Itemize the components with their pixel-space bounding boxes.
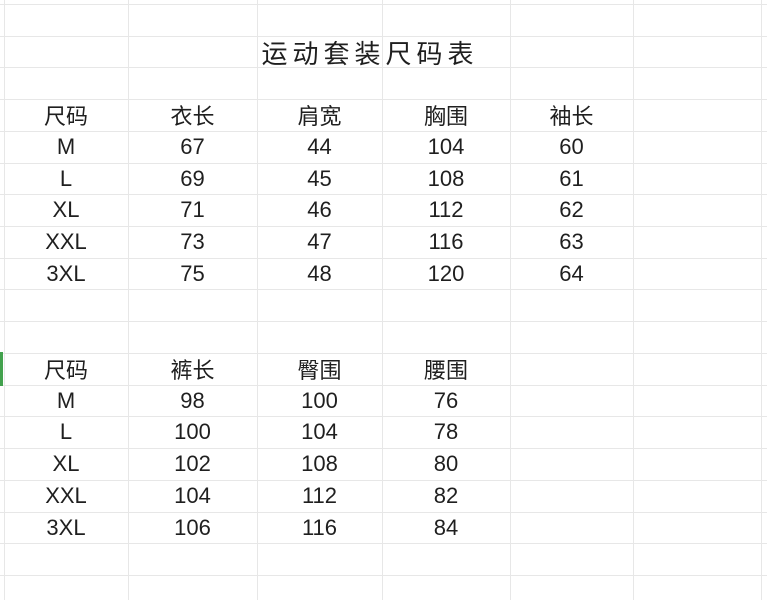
top-garment-sizes-data-cell[interactable]: 71	[180, 197, 205, 222]
pants-sizes-header-cell[interactable]: 臀围	[297, 358, 342, 383]
pants-sizes-header-cell[interactable]: 尺码	[43, 358, 88, 383]
pants-sizes-data-cell[interactable]: L	[59, 419, 73, 444]
pants-sizes-data-cell[interactable]: 116	[301, 515, 338, 540]
gridline-vertical	[382, 0, 383, 600]
top-garment-sizes-data-cell[interactable]: 67	[180, 134, 205, 159]
top-garment-sizes-data-cell[interactable]: 116	[428, 229, 464, 254]
top-garment-sizes-data-cell[interactable]: 62	[559, 197, 584, 222]
top-garment-sizes-data-cell[interactable]: 63	[559, 229, 584, 254]
top-garment-sizes-data-cell[interactable]: M	[56, 134, 76, 159]
top-garment-sizes-header-cell[interactable]: 胸围	[423, 104, 468, 129]
gridline-horizontal	[0, 480, 767, 481]
gridline-horizontal	[0, 512, 767, 513]
top-garment-sizes-data-cell[interactable]: 73	[180, 229, 205, 254]
gridline-horizontal	[0, 543, 767, 544]
gridline-horizontal	[0, 194, 767, 195]
pants-sizes-data-cell[interactable]: 98	[180, 388, 205, 413]
top-garment-sizes-data-cell[interactable]: 69	[180, 166, 205, 191]
gridline-horizontal	[0, 575, 767, 576]
pants-sizes-header-cell[interactable]: 裤长	[170, 358, 215, 383]
gridline-horizontal	[0, 258, 767, 259]
gridline-horizontal	[0, 448, 767, 449]
gridline-vertical	[761, 0, 762, 600]
top-garment-sizes-data-cell[interactable]: 112	[428, 197, 464, 222]
pants-sizes-header-cell[interactable]: 腰围	[423, 358, 468, 383]
pants-sizes-data-cell[interactable]: XXL	[45, 483, 87, 508]
top-garment-sizes-header-cell[interactable]: 衣长	[170, 104, 215, 129]
gridline-horizontal	[0, 385, 767, 386]
top-garment-sizes-header-cell[interactable]: 尺码	[43, 104, 88, 129]
pants-sizes-data-cell[interactable]: 100	[174, 419, 211, 444]
pants-sizes-data-cell[interactable]: 102	[174, 451, 211, 476]
gridline-horizontal	[0, 163, 767, 164]
pants-sizes-data-cell[interactable]: 106	[174, 515, 211, 540]
pants-sizes-data-cell[interactable]: XL	[52, 451, 80, 476]
pants-sizes-data-cell[interactable]: 108	[301, 451, 338, 476]
gridline-horizontal	[0, 416, 767, 417]
pants-sizes-data-cell[interactable]: 78	[433, 419, 459, 444]
pants-sizes-data-cell[interactable]: 112	[301, 483, 338, 508]
gridline-horizontal	[0, 321, 767, 322]
gridline-vertical	[633, 0, 634, 600]
top-garment-sizes-header-cell[interactable]: 袖长	[549, 104, 594, 129]
top-garment-sizes-data-cell[interactable]: 108	[427, 166, 465, 191]
gridline-horizontal	[0, 289, 767, 290]
gridline-horizontal	[0, 67, 767, 68]
pants-sizes-data-cell[interactable]: 76	[433, 388, 459, 413]
gridline-horizontal	[0, 36, 767, 37]
top-garment-sizes-data-cell[interactable]: XL	[52, 197, 80, 222]
gridline-vertical	[510, 0, 511, 600]
top-garment-sizes-data-cell[interactable]: 60	[559, 134, 584, 159]
pants-sizes-data-cell[interactable]: 104	[174, 483, 211, 508]
gridline-horizontal	[0, 99, 767, 100]
selection-border-fragment	[0, 352, 3, 386]
top-garment-sizes-data-cell[interactable]: 120	[427, 261, 465, 286]
gridline-vertical	[4, 0, 5, 600]
top-garment-sizes-data-cell[interactable]: 45	[307, 166, 332, 191]
top-garment-sizes-data-cell[interactable]: 48	[307, 261, 332, 286]
top-garment-sizes-data-cell[interactable]: 44	[307, 134, 332, 159]
gridline-horizontal	[0, 4, 767, 5]
sheet-title-cell[interactable]: 运动套装尺码表	[261, 38, 479, 69]
pants-sizes-data-cell[interactable]: M	[56, 388, 76, 413]
pants-sizes-data-cell[interactable]: 84	[433, 515, 459, 540]
top-garment-sizes-data-cell[interactable]: 64	[559, 261, 584, 286]
top-garment-sizes-data-cell[interactable]: 104	[427, 134, 465, 159]
top-garment-sizes-data-cell[interactable]: 46	[307, 197, 332, 222]
pants-sizes-data-cell[interactable]: 3XL	[46, 515, 86, 540]
top-garment-sizes-data-cell[interactable]: 61	[559, 166, 584, 191]
top-garment-sizes-header-cell[interactable]: 肩宽	[297, 104, 342, 129]
top-garment-sizes-data-cell[interactable]: 3XL	[46, 261, 86, 286]
top-garment-sizes-data-cell[interactable]: XXL	[45, 229, 87, 254]
pants-sizes-data-cell[interactable]: 104	[301, 419, 338, 444]
pants-sizes-data-cell[interactable]: 82	[433, 483, 459, 508]
gridline-horizontal	[0, 131, 767, 132]
top-garment-sizes-data-cell[interactable]: L	[59, 166, 73, 191]
gridline-horizontal	[0, 226, 767, 227]
gridline-horizontal	[0, 353, 767, 354]
gridline-vertical	[257, 0, 258, 600]
top-garment-sizes-data-cell[interactable]: 75	[180, 261, 205, 286]
gridline-vertical	[128, 0, 129, 600]
pants-sizes-data-cell[interactable]: 100	[301, 388, 338, 413]
top-garment-sizes-data-cell[interactable]: 47	[307, 229, 332, 254]
pants-sizes-data-cell[interactable]: 80	[433, 451, 459, 476]
